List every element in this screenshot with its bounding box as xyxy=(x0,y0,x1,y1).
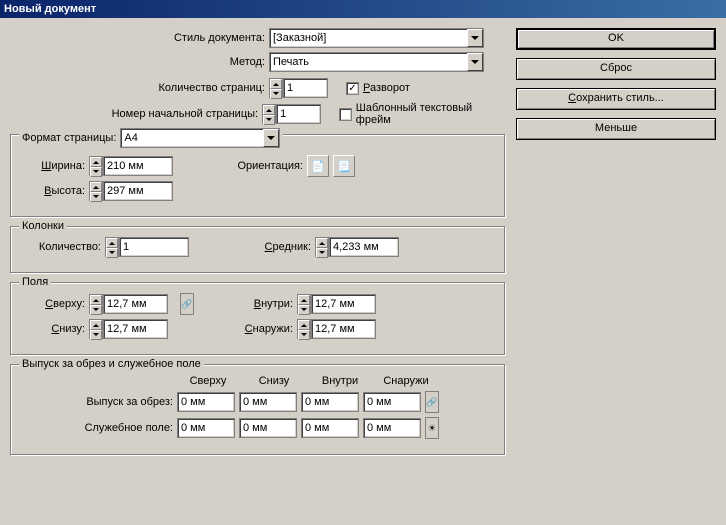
slug-inside-input[interactable]: 0 мм xyxy=(301,418,359,438)
height-input[interactable]: 297 мм xyxy=(103,181,173,201)
m-outside-label: Снаружи: xyxy=(198,323,293,335)
less-button[interactable]: Меньше xyxy=(516,118,716,140)
page-format-legend: Формат страницы: xyxy=(22,132,116,144)
gutter-input[interactable]: 4,233 мм xyxy=(329,237,399,257)
dropdown-arrow-icon[interactable] xyxy=(263,129,279,147)
width-spinner[interactable]: 210 мм xyxy=(89,156,173,176)
bleed-inside-input[interactable]: 0 мм xyxy=(301,392,359,412)
style-label: Стиль документа: xyxy=(10,32,265,44)
m-inside-label: Внутри: xyxy=(198,298,293,310)
portrait-icon[interactable]: 📄 xyxy=(307,155,329,177)
size-value: A4 xyxy=(124,132,137,144)
columns-legend: Колонки xyxy=(19,220,67,232)
method-select[interactable]: Печать xyxy=(269,52,484,72)
bleed-link-icon[interactable]: 🔗 xyxy=(425,391,439,413)
col-outside: Снаружи xyxy=(375,375,437,387)
col-count-label: Количество: xyxy=(23,241,101,253)
width-input[interactable]: 210 мм xyxy=(103,156,173,176)
dropdown-arrow-icon[interactable] xyxy=(467,29,483,47)
start-page-input[interactable]: 1 xyxy=(276,104,321,124)
gutter-spinner[interactable]: 4,233 мм xyxy=(315,237,399,257)
slug-outside-input[interactable]: 0 мм xyxy=(363,418,421,438)
landscape-icon[interactable]: 📃 xyxy=(333,155,355,177)
width-label: Ширина: xyxy=(23,160,85,172)
slug-link-icon[interactable]: ☀ xyxy=(425,417,439,439)
pages-label: Количество страниц: xyxy=(10,82,265,94)
slug-top-input[interactable]: 0 мм xyxy=(177,418,235,438)
pages-spinner[interactable]: 1 xyxy=(269,78,328,98)
slug-label: Служебное поле: xyxy=(23,422,173,434)
col-inside: Внутри xyxy=(309,375,371,387)
m-top-input[interactable]: 12,7 мм xyxy=(103,294,168,314)
title-bar: Новый документ xyxy=(0,0,726,18)
bleed-outside-input[interactable]: 0 мм xyxy=(363,392,421,412)
m-outside-input[interactable]: 12,7 мм xyxy=(311,319,376,339)
save-style-button[interactable]: Сохранить стиль... xyxy=(516,88,716,110)
m-bottom-label: Снизу: xyxy=(23,323,85,335)
slug-bottom-input[interactable]: 0 мм xyxy=(239,418,297,438)
m-outside-spinner[interactable]: 12,7 мм xyxy=(297,319,376,339)
style-select[interactable]: [Заказной] xyxy=(269,28,484,48)
col-bottom: Снизу xyxy=(243,375,305,387)
link-icon[interactable]: 🔗 xyxy=(180,293,194,315)
facing-label: Разворот xyxy=(363,82,410,94)
bleed-legend: Выпуск за обрез и служебное поле xyxy=(19,358,204,370)
col-count-input[interactable]: 1 xyxy=(119,237,189,257)
col-top: Сверху xyxy=(177,375,239,387)
orient-label: Ориентация: xyxy=(177,160,303,172)
m-bottom-spinner[interactable]: 12,7 мм xyxy=(89,319,168,339)
margins-legend: Поля xyxy=(19,276,51,288)
start-page-label: Номер начальной страницы: xyxy=(10,108,258,120)
frame-label: Шаблонный текстовый фрейм xyxy=(356,102,506,126)
dropdown-arrow-icon[interactable] xyxy=(467,53,483,71)
style-value: [Заказной] xyxy=(273,32,326,44)
bleed-top-input[interactable]: 0 мм xyxy=(177,392,235,412)
method-value: Печать xyxy=(273,56,309,68)
method-label: Метод: xyxy=(10,56,265,68)
m-top-label: Сверху: xyxy=(23,298,85,310)
bleed-bottom-input[interactable]: 0 мм xyxy=(239,392,297,412)
col-count-spinner[interactable]: 1 xyxy=(105,237,189,257)
m-inside-spinner[interactable]: 12,7 мм xyxy=(297,294,376,314)
height-spinner[interactable]: 297 мм xyxy=(89,181,173,201)
height-label: Высота: xyxy=(23,185,85,197)
gutter-label: Средник: xyxy=(193,241,311,253)
bleed-label: Выпуск за обрез: xyxy=(23,396,173,408)
start-page-spinner[interactable]: 1 xyxy=(262,104,321,124)
m-top-spinner[interactable]: 12,7 мм xyxy=(89,294,168,314)
m-bottom-input[interactable]: 12,7 мм xyxy=(103,319,168,339)
facing-checkbox[interactable]: ✓ xyxy=(346,82,359,95)
m-inside-input[interactable]: 12,7 мм xyxy=(311,294,376,314)
frame-checkbox[interactable] xyxy=(339,108,352,121)
pages-input[interactable]: 1 xyxy=(283,78,328,98)
reset-button[interactable]: Сброс xyxy=(516,58,716,80)
size-select[interactable]: A4 xyxy=(120,128,280,148)
ok-button[interactable]: OK xyxy=(516,28,716,50)
